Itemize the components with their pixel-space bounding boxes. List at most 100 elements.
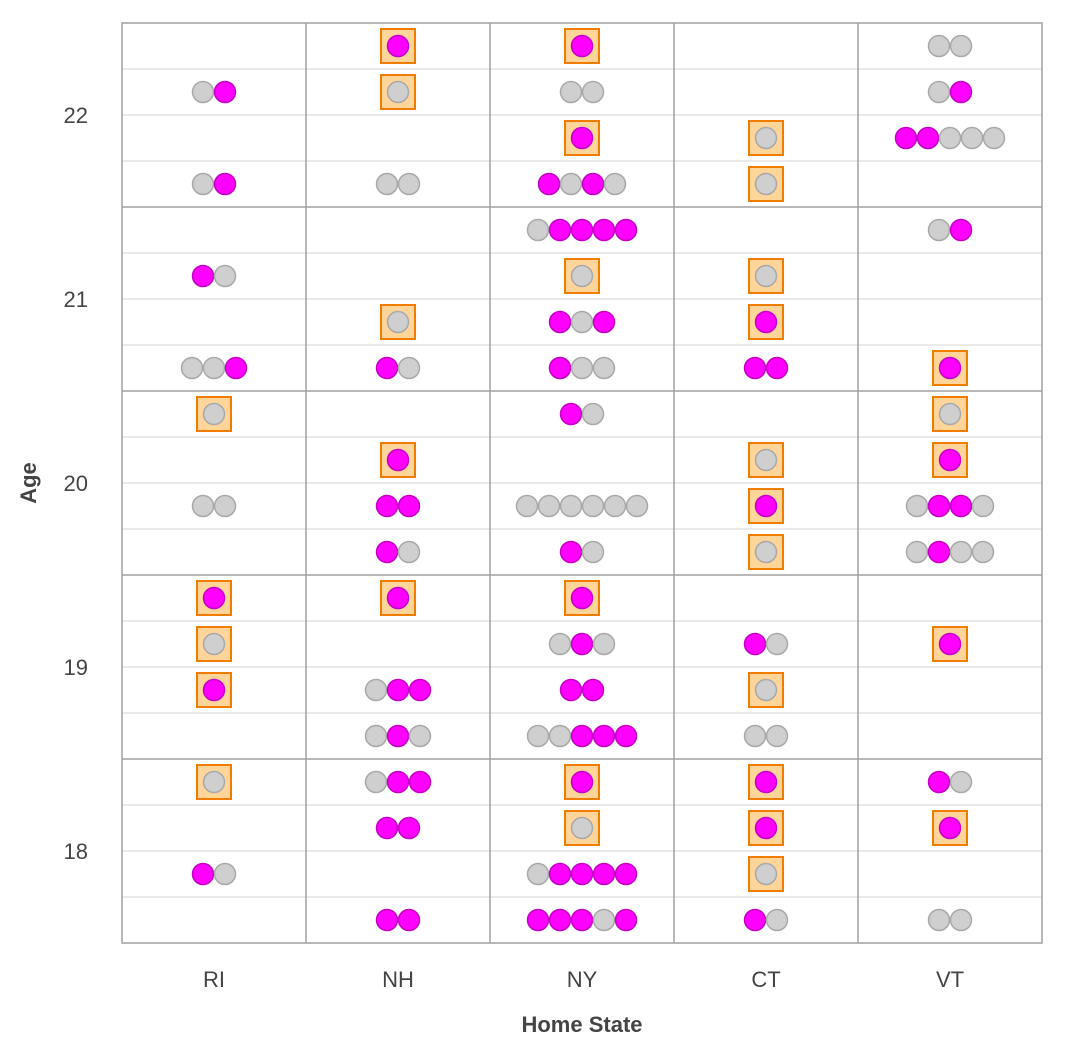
dot-magenta (375, 908, 399, 932)
dot-magenta (592, 724, 616, 748)
dot-magenta (202, 586, 226, 610)
dot-gray (592, 908, 616, 932)
dot-magenta (927, 540, 951, 564)
dot-magenta (559, 402, 583, 426)
dot-gray (625, 494, 649, 518)
dot-gray (559, 172, 583, 196)
dot-gray (202, 402, 226, 426)
dot-gray (526, 862, 550, 886)
dot-magenta (938, 816, 962, 840)
dot-gray (754, 540, 778, 564)
dot-magenta (592, 862, 616, 886)
dot-magenta (614, 218, 638, 242)
dot-gray (754, 448, 778, 472)
x-tick-label-ct: CT (751, 967, 780, 992)
dot-gray (905, 494, 929, 518)
dot-gray (927, 80, 951, 104)
dot-gray (202, 770, 226, 794)
dot-magenta (213, 172, 237, 196)
dot-gray (548, 632, 572, 656)
dot-gray (202, 632, 226, 656)
dot-magenta (213, 80, 237, 104)
dot-gray (526, 218, 550, 242)
dot-gray (386, 310, 410, 334)
y-tick-label-18: 18 (64, 839, 88, 864)
dot-magenta (570, 724, 594, 748)
dot-magenta (397, 908, 421, 932)
dot-magenta (548, 908, 572, 932)
single-dot-box (748, 534, 784, 570)
dot-gray (213, 264, 237, 288)
dot-magenta (397, 494, 421, 518)
dot-gray (743, 724, 767, 748)
dot-magenta (375, 356, 399, 380)
dot-gray (581, 540, 605, 564)
dot-gray (570, 816, 594, 840)
dot-magenta (570, 632, 594, 656)
dot-gray (927, 34, 951, 58)
dot-gray (949, 770, 973, 794)
dot-magenta (581, 172, 605, 196)
dot-gray (191, 172, 215, 196)
dot-magenta (927, 494, 951, 518)
dot-gray (515, 494, 539, 518)
dot-magenta (386, 678, 410, 702)
dot-magenta (754, 494, 778, 518)
dot-gray (949, 540, 973, 564)
dot-gray (581, 402, 605, 426)
dot-magenta (743, 356, 767, 380)
dot-magenta (548, 862, 572, 886)
dot-magenta (581, 678, 605, 702)
dot-gray (971, 494, 995, 518)
dot-magenta (592, 218, 616, 242)
dot-gray (765, 908, 789, 932)
dot-magenta (614, 862, 638, 886)
dot-magenta (191, 264, 215, 288)
dot-magenta (938, 448, 962, 472)
dot-magenta (191, 862, 215, 886)
dot-magenta (743, 632, 767, 656)
dot-magenta (386, 448, 410, 472)
dot-magenta (916, 126, 940, 150)
dot-gray (397, 540, 421, 564)
dot-gray (592, 632, 616, 656)
dot-magenta (375, 816, 399, 840)
dot-gray (754, 862, 778, 886)
y-tick-label-19: 19 (64, 655, 88, 680)
dot-gray (949, 34, 973, 58)
dot-gray (570, 356, 594, 380)
dot-gray (581, 494, 605, 518)
dot-gray (927, 218, 951, 242)
dot-magenta (754, 816, 778, 840)
grid-lines (121, 22, 1043, 944)
dot-magenta (754, 310, 778, 334)
dot-gray (397, 356, 421, 380)
dot-magenta (526, 908, 550, 932)
dot-gray (180, 356, 204, 380)
dot-gray (938, 126, 962, 150)
dot-magenta (570, 908, 594, 932)
dot-gray (386, 80, 410, 104)
x-tick-label-nh: NH (382, 967, 414, 992)
dot-gray (570, 264, 594, 288)
dot-gray (191, 80, 215, 104)
dot-gray (765, 632, 789, 656)
dot-magenta (743, 908, 767, 932)
dot-magenta (559, 678, 583, 702)
dot-gray (397, 172, 421, 196)
dot-gray (548, 724, 572, 748)
dot-gray (364, 724, 388, 748)
dot-magenta (754, 770, 778, 794)
dot-gray (526, 724, 550, 748)
dot-gray (754, 678, 778, 702)
y-axis-title: Age (16, 462, 41, 504)
dot-magenta (938, 632, 962, 656)
dot-gray (765, 724, 789, 748)
dot-gray (408, 724, 432, 748)
plot-border (121, 22, 1043, 944)
dot-magenta (927, 770, 951, 794)
dot-gray (537, 494, 561, 518)
dot-gray (754, 264, 778, 288)
dot-gray (754, 126, 778, 150)
